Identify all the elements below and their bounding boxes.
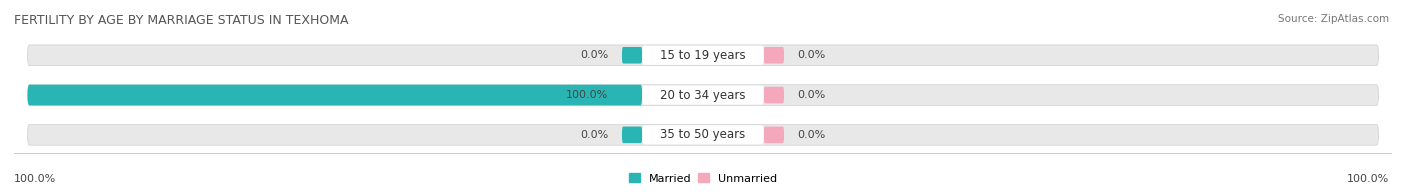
FancyBboxPatch shape [28, 45, 1378, 66]
FancyBboxPatch shape [643, 85, 763, 105]
FancyBboxPatch shape [643, 46, 763, 65]
Text: 0.0%: 0.0% [797, 90, 825, 100]
Text: 100.0%: 100.0% [1347, 174, 1389, 184]
Text: FERTILITY BY AGE BY MARRIAGE STATUS IN TEXHOMA: FERTILITY BY AGE BY MARRIAGE STATUS IN T… [14, 14, 349, 27]
Text: 0.0%: 0.0% [797, 50, 825, 60]
FancyBboxPatch shape [763, 127, 785, 143]
Text: 15 to 19 years: 15 to 19 years [661, 49, 745, 62]
Text: 20 to 34 years: 20 to 34 years [661, 89, 745, 102]
FancyBboxPatch shape [621, 127, 643, 143]
FancyBboxPatch shape [763, 47, 785, 64]
FancyBboxPatch shape [28, 124, 1378, 145]
Text: 35 to 50 years: 35 to 50 years [661, 128, 745, 141]
FancyBboxPatch shape [28, 85, 1378, 105]
Text: 0.0%: 0.0% [797, 130, 825, 140]
Text: 100.0%: 100.0% [14, 174, 56, 184]
Text: 100.0%: 100.0% [567, 90, 609, 100]
FancyBboxPatch shape [643, 125, 763, 144]
FancyBboxPatch shape [621, 47, 643, 64]
Text: 0.0%: 0.0% [581, 50, 609, 60]
Legend: Married, Unmarried: Married, Unmarried [624, 169, 782, 188]
FancyBboxPatch shape [763, 87, 785, 103]
FancyBboxPatch shape [28, 85, 643, 105]
Text: 0.0%: 0.0% [581, 130, 609, 140]
Text: Source: ZipAtlas.com: Source: ZipAtlas.com [1278, 14, 1389, 24]
